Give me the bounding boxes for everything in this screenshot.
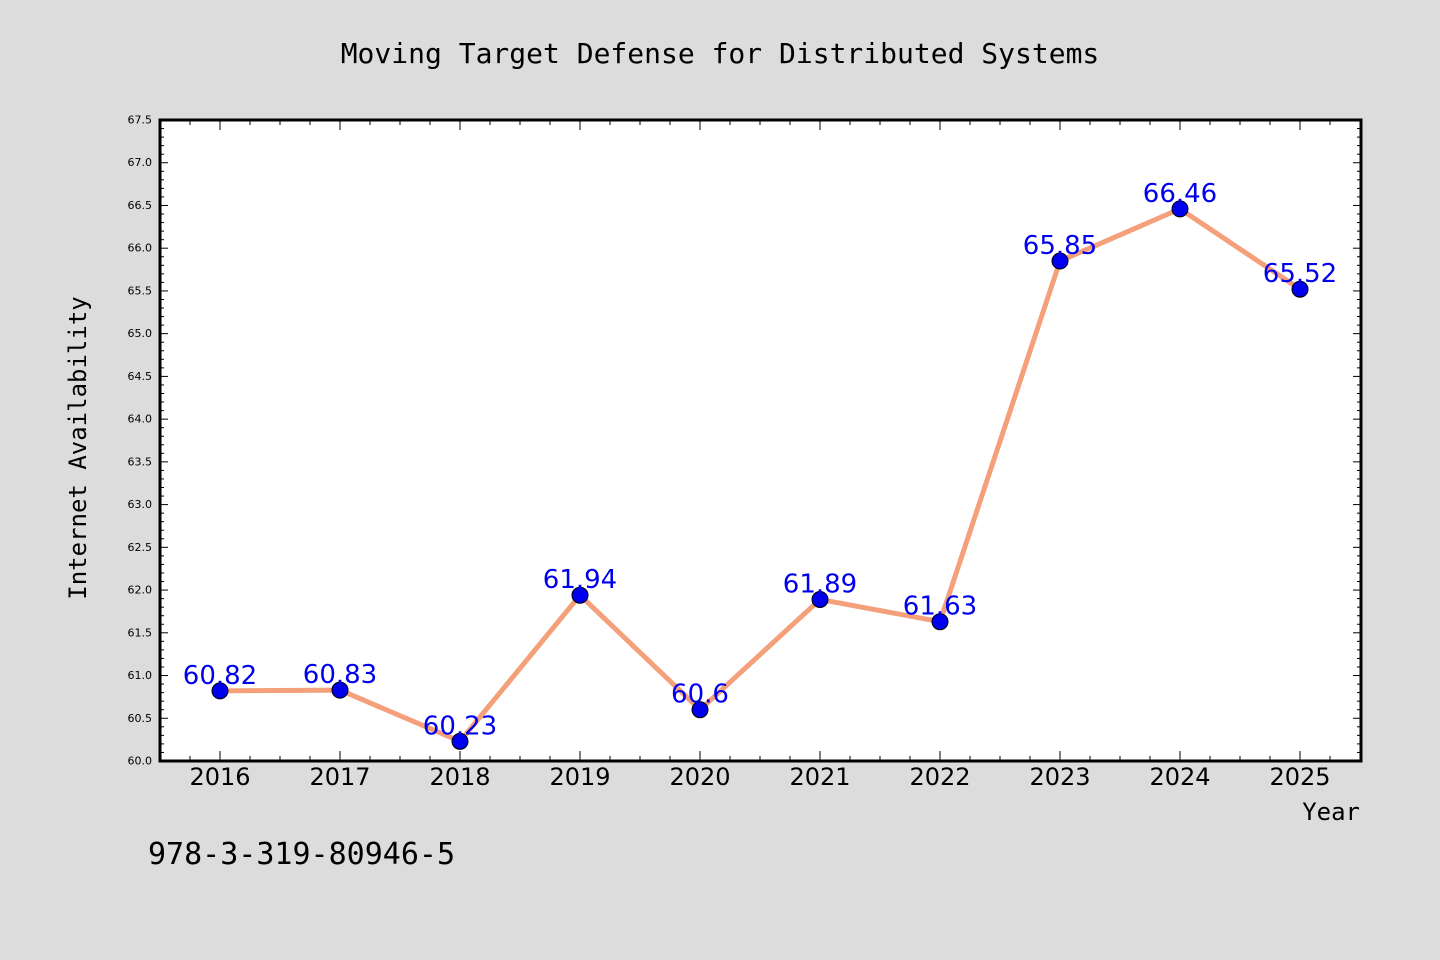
y-tick-label: 67.0: [128, 156, 153, 169]
chart-title: Moving Target Defense for Distributed Sy…: [341, 37, 1100, 70]
data-label: 61.94: [543, 565, 617, 595]
x-tick-label: 2024: [1149, 763, 1210, 791]
y-tick-label: 66.5: [128, 199, 153, 212]
x-tick-label: 2017: [309, 763, 370, 791]
series-line: [217, 206, 1303, 744]
series-layer: 60.82 60.83 60.23 61.94 60.6 61.89 61.63 65.85 6…: [183, 179, 1337, 750]
y-tick-label: 61.5: [128, 626, 153, 639]
data-label: 60.6: [671, 680, 729, 710]
data-point: [691, 701, 709, 719]
y-axis-label: Internet Availability: [64, 296, 92, 599]
data-label: 65.85: [1023, 231, 1097, 261]
x-tick-label: 2022: [909, 763, 970, 791]
x-tick-label: 2019: [549, 763, 610, 791]
x-tick-label: 2016: [189, 763, 250, 791]
data-label: 60.83: [303, 660, 377, 690]
y-tick-label: 60.5: [128, 712, 153, 725]
data-point: [1051, 252, 1069, 270]
y-tick-label: 65.0: [128, 327, 153, 340]
data-label: 61.63: [903, 592, 977, 622]
y-tick-label: 65.5: [128, 284, 153, 297]
data-label: 66.46: [1143, 179, 1217, 209]
y-tick-label: 64.0: [128, 413, 153, 426]
data-point: [211, 682, 229, 700]
x-tick-label: 2021: [789, 763, 850, 791]
x-tick-label: 2020: [669, 763, 730, 791]
x-tick-label: 2025: [1269, 763, 1330, 791]
y-tick-label: 62.5: [128, 541, 153, 554]
y-tick-label: 64.5: [128, 370, 153, 383]
y-tick-label: 61.0: [128, 669, 153, 682]
y-tick-label: 66.0: [128, 242, 153, 255]
data-point: [1291, 280, 1309, 298]
data-label: 60.23: [423, 711, 497, 741]
y-axis: 60.0 60.5 61.0 61.5 62.0 62.5 63.0 63.5 64.0 64.5…: [128, 114, 1361, 768]
y-tick-label: 63.0: [128, 498, 153, 511]
y-tick-label: 62.0: [128, 584, 153, 597]
y-tick-label: 60.0: [128, 755, 153, 768]
data-point: [931, 613, 949, 631]
data-label: 60.82: [183, 661, 257, 691]
data-point: [811, 590, 829, 608]
isbn-annotation: 978-3-319-80946-5: [148, 837, 455, 872]
data-point: [571, 586, 589, 604]
data-label: 61.89: [783, 569, 857, 599]
data-label: 65.52: [1263, 259, 1337, 289]
x-axis: 2016 2017 2018 2019 2020 2021 2022 2023 2024 2025: [189, 120, 1361, 791]
x-axis-label: Year: [1302, 798, 1360, 826]
data-point: [1171, 200, 1189, 218]
data-point: [331, 681, 349, 699]
y-tick-label: 63.5: [128, 455, 153, 468]
y-tick-label: 67.5: [128, 114, 153, 127]
x-tick-label: 2023: [1029, 763, 1090, 791]
data-point: [451, 732, 469, 750]
x-tick-label: 2018: [429, 763, 490, 791]
